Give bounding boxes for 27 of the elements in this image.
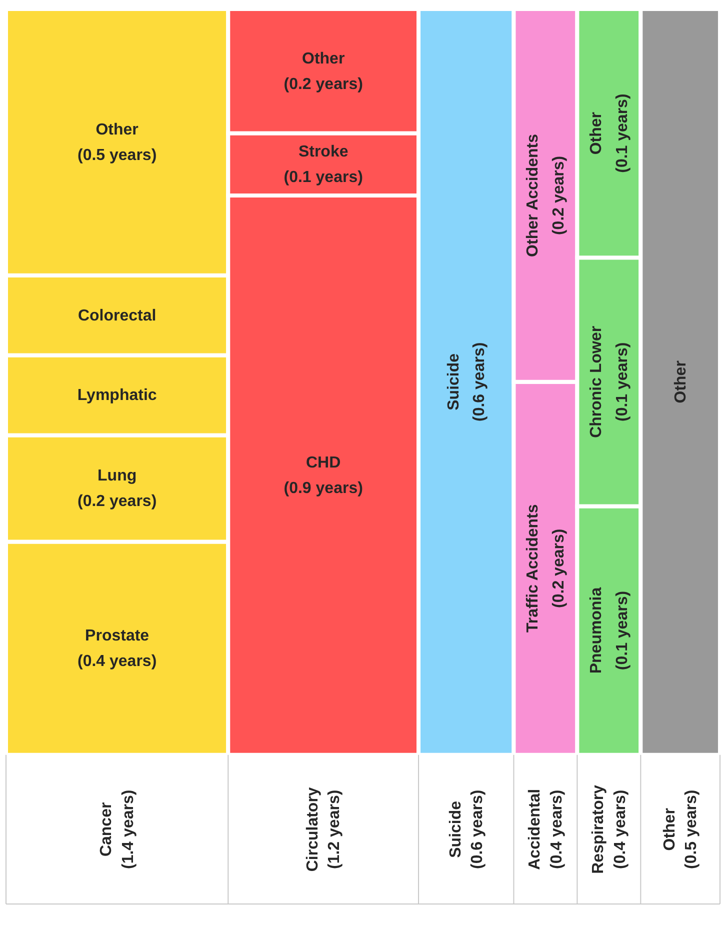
data-label: (0.4 years) (612, 790, 629, 870)
data-label: Suicide (0.6 years) (445, 342, 488, 422)
data-label: (0.5 years) (683, 790, 700, 870)
data-label: Chronic Lower (0.1 years) (588, 326, 631, 438)
data-label: CHD (0.9 years) (284, 454, 363, 497)
data-label: Lymphatic (77, 387, 157, 404)
data-label: Other (672, 360, 690, 404)
data-label: (1.4 years) (120, 790, 137, 870)
data-label: Lung (0.2 years) (77, 468, 157, 510)
category-label: Cancer (98, 802, 116, 857)
data-label: Other (0.5 years) (77, 121, 157, 164)
category-label: Accidental (526, 788, 544, 870)
data-label: Other Accidents (0.2 years) (524, 134, 568, 257)
data-label: Colorectal (78, 307, 156, 324)
data-label: (0.4 years) (548, 790, 566, 870)
data-label: Stroke (0.1 years) (284, 144, 363, 186)
data-label: (1.2 years) (326, 790, 344, 870)
category-label: Suicide (447, 800, 464, 858)
data-label: Prostate (0.4 years) (77, 628, 157, 670)
data-label: Other (0.2 years) (284, 50, 363, 93)
category-label: Other (661, 808, 678, 851)
data-label: Pneumonia (0.1 years) (588, 587, 631, 674)
data-label: Other (0.1 years) (588, 94, 631, 173)
data-label: (0.6 years) (469, 790, 486, 870)
category-label: Circulatory (304, 787, 322, 872)
data-label: Traffic Accidents (0.2 years) (524, 504, 568, 633)
category-label: Respiratory (590, 784, 608, 874)
